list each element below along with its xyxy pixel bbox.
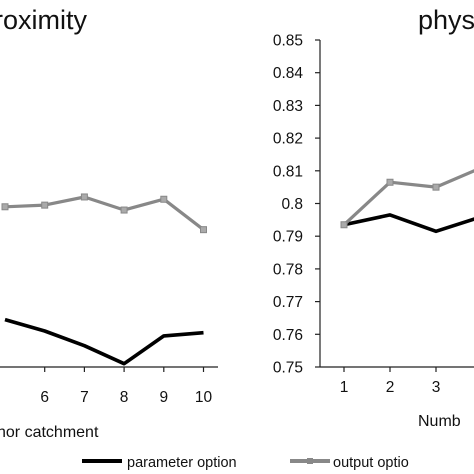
right-y-tick-label: 0.85 — [273, 33, 303, 50]
right-y-tick-label: 0.76 — [273, 327, 303, 344]
right-x-axis-label: Numb — [418, 413, 461, 430]
left-output-option-marker — [160, 195, 168, 203]
left-x-tick-label: 9 — [159, 389, 168, 406]
right-chart-title: phys — [418, 5, 474, 35]
right-output-option-marker — [432, 183, 440, 191]
right-y-tick-label: 0.82 — [273, 131, 303, 148]
left-output-option-marker — [41, 201, 49, 209]
right-x-tick-label: 3 — [432, 379, 441, 396]
left-x-axis-label: hor catchment — [0, 424, 99, 441]
right-parameter-option-line — [343, 213, 474, 234]
legend: parameter option output optio — [82, 455, 409, 471]
right-y-tick-label: 0.75 — [273, 360, 303, 377]
right-series-group — [340, 169, 474, 234]
right-y-tick-label: 0.79 — [273, 229, 303, 246]
left-output-option-marker — [1, 203, 9, 211]
right-y-tick-label: 0.77 — [273, 294, 303, 311]
left-chart-title: roximity — [0, 5, 87, 35]
right-output-option-marker — [386, 178, 394, 186]
left-chart: roximity 6 7 8 9 10 hor catchment — [0, 5, 218, 441]
left-x-ticks: 6 7 8 9 10 — [40, 367, 212, 406]
legend-output-label: output optio — [333, 455, 409, 471]
legend-parameter-label: parameter option — [127, 455, 237, 471]
left-x-tick-label: 6 — [40, 389, 49, 406]
left-x-tick-label: 10 — [195, 389, 213, 406]
right-output-option-line — [342, 169, 474, 226]
left-parameter-option-line — [4, 317, 204, 366]
legend-output-marker — [307, 458, 313, 464]
right-y-tick-label: 0.78 — [273, 261, 303, 278]
right-x-tick-label: 1 — [340, 379, 349, 396]
left-output-option-line — [4, 195, 205, 231]
right-x-ticks: 1 2 3 — [340, 367, 441, 396]
right-x-tick-label: 2 — [386, 379, 395, 396]
right-chart: phys 0.75 0.76 0.77 0.78 0.79 0.8 0.81 0.82 0.83… — [273, 5, 474, 430]
left-series-group — [1, 193, 207, 366]
left-output-option-marker — [120, 206, 128, 214]
right-y-tick-label: 0.83 — [273, 98, 303, 115]
right-output-option-marker — [340, 221, 348, 229]
left-output-option-marker — [200, 226, 207, 234]
right-y-tick-label: 0.81 — [273, 163, 303, 180]
left-output-option-marker — [80, 193, 88, 201]
left-x-tick-label: 7 — [80, 389, 89, 406]
right-y-tick-label: 0.8 — [281, 196, 303, 213]
right-y-tick-label: 0.84 — [273, 65, 304, 82]
left-x-tick-label: 8 — [120, 389, 129, 406]
right-y-ticks: 0.75 0.76 0.77 0.78 0.79 0.8 0.81 0.82 0.83 0.84 0… — [273, 33, 320, 377]
